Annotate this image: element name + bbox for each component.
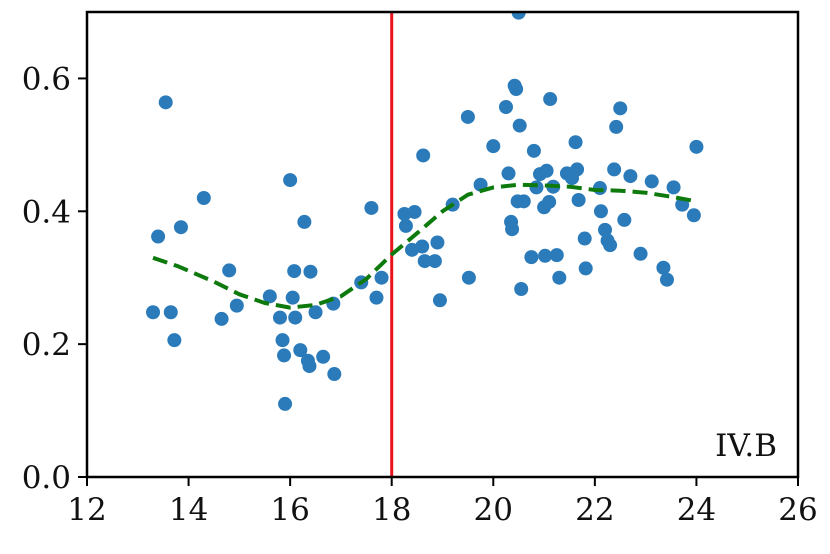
scatter-point: [316, 349, 331, 364]
scatter-point: [369, 290, 384, 305]
scatter-point: [659, 272, 674, 287]
scatter-point: [526, 143, 541, 158]
scatter-point: [644, 174, 659, 189]
x-tick-label: 24: [677, 492, 716, 528]
scatter-point: [229, 298, 244, 313]
scatter-point: [598, 222, 613, 237]
scatter-point: [430, 235, 445, 250]
x-tick-label: 16: [270, 492, 309, 528]
scatter-point: [501, 166, 516, 181]
scatter-point: [222, 263, 237, 278]
scatter-point: [577, 231, 592, 246]
scatter-point: [511, 12, 526, 20]
scatter-point: [607, 162, 622, 177]
chart-axes: 12 14 16 18 20 22 24 26 0.0 0.2 0.4 0.6: [22, 10, 818, 528]
scatter-point: [374, 270, 389, 285]
scatter-point: [543, 92, 558, 107]
scatter-point: [539, 163, 554, 178]
scatter-point: [486, 139, 501, 154]
y-tick-label: 0.4: [22, 194, 71, 230]
scatter-point: [277, 348, 292, 363]
scatter-point: [623, 169, 638, 184]
scatter-point: [308, 305, 323, 320]
scatter-point: [656, 260, 671, 275]
scatter-point: [398, 218, 413, 233]
scatter-point: [689, 139, 704, 154]
scatter-point: [146, 305, 161, 320]
scatter-point: [196, 191, 211, 205]
scatter-point: [505, 222, 520, 237]
scatter-point: [603, 238, 618, 253]
scatter-point: [552, 270, 567, 285]
scatter-point: [524, 250, 539, 265]
scatter-point: [529, 180, 544, 195]
scatter-point: [272, 310, 287, 325]
trend-line: [152, 182, 697, 310]
scatter-point: [460, 109, 475, 124]
x-tick-label: 26: [778, 492, 817, 528]
x-tick-label: 18: [372, 492, 411, 528]
scatter-point: [283, 173, 298, 188]
scatter-point: [570, 162, 585, 177]
scatter-point: [498, 99, 513, 114]
panel-annotation: IV.B: [715, 428, 777, 464]
scatter-point: [416, 148, 431, 163]
scatter-point: [297, 214, 312, 229]
scatter-point: [613, 101, 628, 116]
x-tick-label: 22: [575, 492, 614, 528]
y-tick-label: 0.0: [22, 460, 71, 496]
scatter-point: [516, 194, 531, 209]
scatter-point: [288, 310, 303, 325]
scatter-point: [571, 192, 586, 207]
scatter-point: [262, 289, 277, 304]
scatter-point: [617, 212, 632, 227]
scatter-point: [686, 208, 701, 223]
scatter-point: [427, 254, 442, 269]
x-tick-label: 12: [67, 492, 106, 528]
scatter-point: [549, 248, 564, 263]
scatter-point: [287, 264, 302, 279]
scatter-point: [568, 135, 583, 150]
x-tick-label: 20: [474, 492, 513, 528]
scatter-point: [214, 311, 229, 326]
scatter-point: [407, 204, 422, 219]
scatter-point: [285, 290, 300, 305]
scatter-point: [578, 261, 593, 276]
x-tick-label: 14: [169, 492, 208, 528]
scatter-point: [158, 95, 173, 110]
y-tick-label: 0.6: [22, 61, 71, 97]
scatter-point: [432, 293, 447, 308]
scatter-point: [303, 264, 318, 279]
scatter-point: [609, 119, 624, 134]
scatter-point: [151, 229, 166, 244]
scatter-point: [302, 359, 317, 374]
scatter-point: [593, 204, 608, 219]
scatter-point: [633, 246, 648, 261]
scatter-point: [278, 396, 293, 411]
scatter-point: [417, 254, 432, 269]
plot-area: [146, 12, 704, 477]
scatter-point: [293, 343, 308, 358]
scatter-point: [167, 333, 182, 348]
scatter-point: [461, 270, 476, 285]
scatter-point: [275, 333, 290, 348]
scatter-point: [163, 305, 178, 320]
scatter-point: [538, 248, 553, 263]
scatter-point: [666, 180, 681, 195]
scatter-point: [364, 200, 379, 215]
scatter-point: [542, 194, 557, 209]
y-tick-label: 0.2: [22, 327, 71, 363]
scatter-point: [509, 82, 524, 97]
chart-marks: [146, 12, 704, 477]
scatter-point: [173, 220, 188, 235]
scatter-point: [514, 282, 529, 297]
plot-frame: [85, 10, 800, 479]
scatter-point: [327, 367, 342, 382]
scatter-point: [415, 239, 430, 254]
scatter-point: [512, 118, 527, 133]
